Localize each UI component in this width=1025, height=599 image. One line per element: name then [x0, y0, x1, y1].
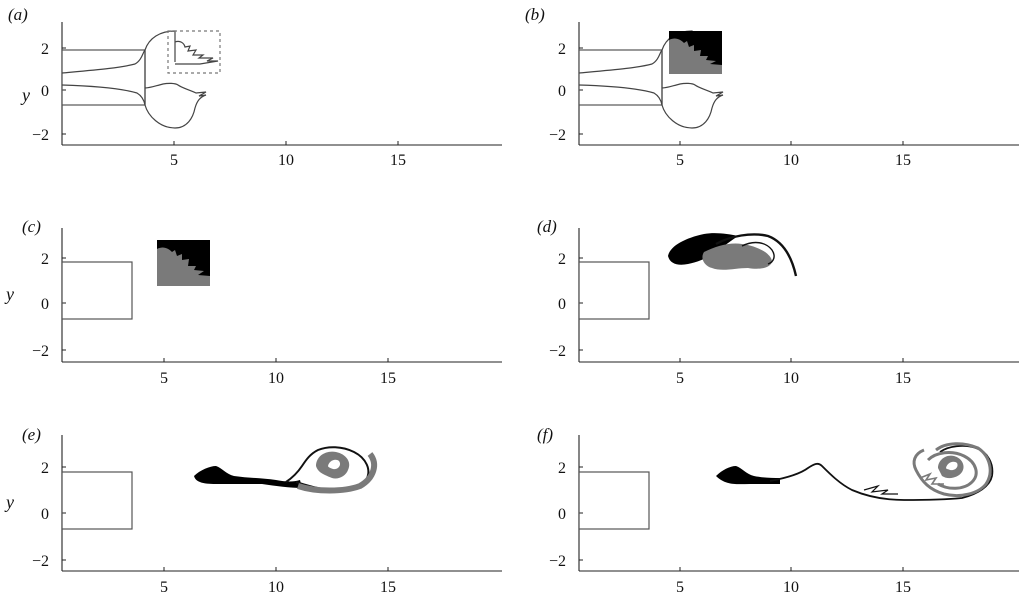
y-tick-label-b-2: 2	[558, 41, 566, 58]
x-ticks-b: 5 10 15	[676, 141, 911, 169]
x-tick-label-e-10: 10	[268, 579, 284, 596]
y-tick-label-e-m2: −2	[32, 553, 49, 570]
x-tick-label-b-10: 10	[783, 152, 799, 169]
panel-d: (d) 2 0 −2 5 10 15	[537, 217, 1019, 387]
y-ticks-c: 2 0 −2	[32, 251, 66, 360]
cylinder-f	[579, 471, 650, 530]
separatrix-upper-b	[579, 49, 663, 74]
y-tick-label-f-0: 0	[558, 506, 566, 523]
x-tick-label-d-10: 10	[783, 370, 799, 387]
filament-d	[715, 233, 798, 277]
cylinder-e	[62, 471, 133, 530]
y-tick-label-b-0: 0	[558, 83, 566, 100]
x-tick-label-a-10: 10	[278, 152, 294, 169]
spiral-grey-outer-f	[912, 442, 992, 498]
x-tick-label-f-15: 15	[895, 579, 911, 596]
blob-grey-d	[702, 243, 772, 270]
panel-label-b: (b)	[525, 5, 545, 24]
y-tick-label-d-m2: −2	[549, 343, 566, 360]
y-tick-label-c-2: 2	[41, 251, 49, 268]
x-tick-label-f-10: 10	[783, 579, 799, 596]
separatrix-lower-b	[579, 84, 663, 106]
spiral-jagged-f	[919, 472, 944, 485]
x-tick-label-c-10: 10	[268, 370, 284, 387]
x-ticks-a: 5 10 15	[170, 141, 406, 169]
y-tick-label-f-2: 2	[558, 460, 566, 477]
panel-c: (c) y 2 0 −2 5 10 15	[4, 217, 502, 387]
x-ticks-f: 5 10 15	[676, 567, 911, 596]
y-tick-label-b-m2: −2	[549, 127, 566, 144]
y-tick-label-d-0: 0	[558, 296, 566, 313]
panel-label-c: (c)	[22, 217, 41, 236]
cylinder-d	[579, 261, 650, 320]
lobe-tendril-a	[174, 40, 219, 65]
x-tick-label-c-15: 15	[380, 370, 396, 387]
y-axis-label-e: y	[4, 492, 14, 512]
panel-label-d: (d)	[537, 217, 557, 236]
y-tick-label-a-0: 0	[41, 83, 49, 100]
x-tick-label-c-5: 5	[160, 370, 168, 387]
x-tick-label-e-15: 15	[380, 579, 396, 596]
filament-kink-f	[863, 484, 898, 495]
separatrix-lower-a	[62, 84, 146, 106]
blob-dark-e	[194, 466, 302, 488]
panel-label-e: (e)	[22, 425, 41, 444]
spiral-grey-mid-f	[926, 451, 978, 490]
panel-b: (b) 2 0 −2 5 10 15	[525, 5, 1019, 169]
y-tick-label-a-m2: −2	[32, 127, 49, 144]
y-tick-label-a-2: 2	[41, 41, 49, 58]
y-tick-label-e-2: 2	[41, 460, 49, 477]
panel-f: (f) 2 0 −2 5 10 15	[537, 425, 1019, 596]
x-ticks-d: 5 10 15	[676, 358, 911, 387]
y-axis-label-a: y	[20, 85, 30, 105]
panel-e: (e) y 2 0 −2 5 10 15	[4, 425, 502, 596]
y-ticks-b: 2 0 −2	[549, 41, 583, 144]
panel-label-a: (a)	[8, 5, 28, 24]
filled-box-grey-b	[669, 38, 722, 74]
cylinder-c	[62, 261, 133, 320]
x-tick-label-d-5: 5	[676, 370, 684, 387]
x-tick-label-e-5: 5	[160, 579, 168, 596]
y-ticks-f: 2 0 −2	[549, 460, 583, 570]
y-tick-label-d-2: 2	[558, 251, 566, 268]
spiral-inner-white-e	[328, 459, 341, 470]
y-axis-label-c: y	[4, 284, 14, 304]
y-ticks-a: 2 0 −2	[32, 41, 66, 144]
x-tick-label-a-15: 15	[390, 152, 406, 169]
filled-box-grey-c	[157, 247, 210, 286]
filament-inner-d	[741, 241, 775, 265]
cylinder-a	[62, 49, 146, 106]
blob-dark-f	[716, 466, 780, 485]
spiral-inner-white-f	[946, 461, 958, 471]
x-tick-label-b-15: 15	[895, 152, 911, 169]
x-tick-label-d-15: 15	[895, 370, 911, 387]
x-ticks-e: 5 10 15	[160, 567, 396, 596]
y-tick-label-f-m2: −2	[549, 553, 566, 570]
y-ticks-e: 2 0 −2	[32, 460, 66, 570]
x-ticks-c: 5 10 15	[160, 358, 396, 387]
x-tick-label-b-5: 5	[676, 152, 684, 169]
x-tick-label-f-5: 5	[676, 579, 684, 596]
panel-label-f: (f)	[537, 425, 553, 444]
y-tick-label-c-m2: −2	[32, 343, 49, 360]
y-tick-label-c-0: 0	[41, 296, 49, 313]
dashed-box-a	[167, 30, 221, 74]
panel-a: (a) y 2 0 −2 5 10 15	[8, 5, 502, 169]
x-tick-label-a-5: 5	[170, 152, 178, 169]
spiral-grey-outer-e	[297, 452, 378, 494]
cylinder-b	[579, 49, 663, 106]
y-tick-label-e-0: 0	[41, 506, 49, 523]
lobe-outline-a	[144, 30, 207, 129]
y-ticks-d: 2 0 −2	[549, 251, 583, 360]
separatrix-upper-a	[62, 49, 146, 74]
